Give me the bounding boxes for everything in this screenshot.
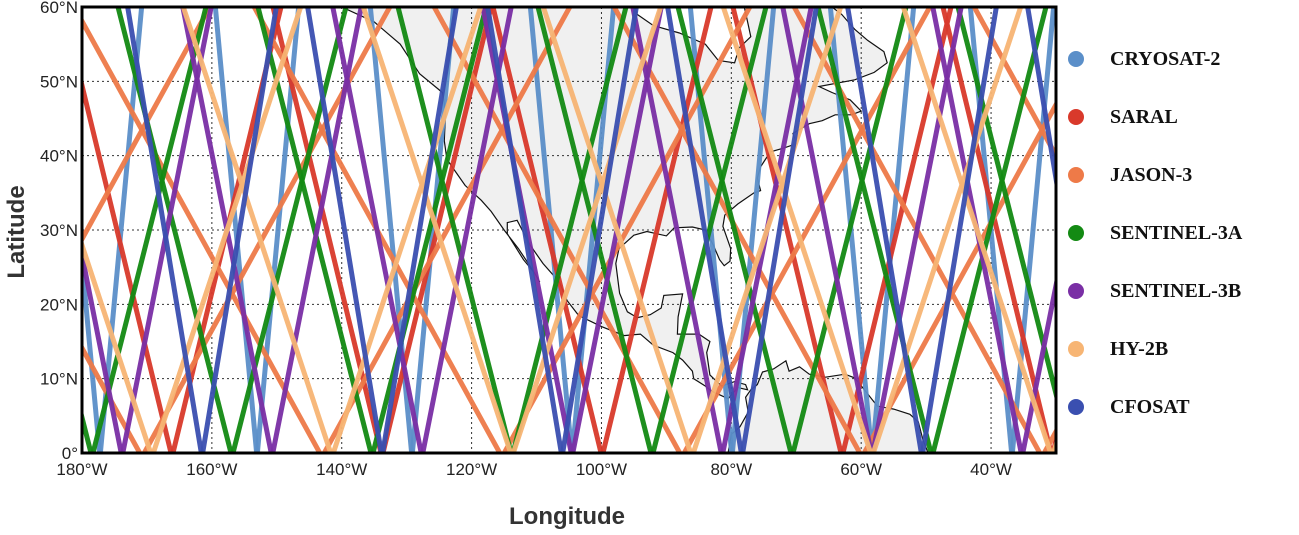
ground-track bbox=[690, 7, 844, 453]
ground-track bbox=[125, 7, 204, 453]
legend-marker bbox=[1068, 167, 1084, 183]
ground-track bbox=[920, 7, 999, 453]
ground-track bbox=[955, 7, 1056, 405]
ground-track bbox=[845, 7, 924, 453]
ground-track bbox=[1025, 7, 1056, 194]
legend-label: SENTINEL-3B bbox=[1110, 279, 1242, 302]
legend-label: HY-2B bbox=[1110, 337, 1169, 360]
legend-marker bbox=[1068, 399, 1084, 415]
ground-track bbox=[330, 7, 424, 453]
legend-label: SENTINEL-3A bbox=[1110, 221, 1243, 244]
ground-track bbox=[200, 7, 279, 453]
ground-track bbox=[321, 7, 573, 453]
ground-track bbox=[490, 7, 604, 453]
ground-track bbox=[431, 7, 683, 453]
ground-track bbox=[380, 7, 459, 453]
ground-track bbox=[82, 7, 213, 245]
ground-track bbox=[900, 7, 1054, 453]
legend-item: SENTINEL-3B bbox=[1068, 276, 1241, 306]
y-tick-label: 40°N bbox=[40, 147, 78, 166]
ground-track bbox=[395, 7, 514, 453]
ground-track bbox=[790, 7, 909, 453]
ground-track bbox=[869, 7, 917, 453]
y-tick-labels: 0° 10°N 20°N 30°N 40°N 50°N 60°N bbox=[40, 0, 78, 463]
x-tick-label: 80°W bbox=[710, 460, 752, 479]
ground-track bbox=[510, 7, 629, 453]
y-tick-label: 60°N bbox=[40, 0, 78, 17]
y-axis-title: Latitude bbox=[3, 185, 30, 278]
ground-track bbox=[840, 7, 954, 453]
legend-marker bbox=[1068, 341, 1084, 357]
legend-marker bbox=[1068, 51, 1084, 67]
ground-track bbox=[180, 7, 334, 453]
ground-track bbox=[720, 7, 874, 453]
x-tick-label: 160°W bbox=[186, 460, 237, 479]
legend-item: HY-2B bbox=[1068, 334, 1168, 364]
ground-track bbox=[870, 7, 1024, 453]
legend-marker bbox=[1068, 225, 1084, 241]
y-tick-label: 20°N bbox=[40, 295, 78, 314]
ground-track bbox=[82, 74, 174, 453]
y-tick-label: 10°N bbox=[40, 370, 78, 389]
map-frame bbox=[80, 5, 1058, 455]
ground-track bbox=[1020, 272, 1056, 453]
ground-track bbox=[665, 7, 744, 453]
legend-label: CRYOSAT-2 bbox=[1110, 47, 1221, 70]
ground-track bbox=[780, 7, 874, 453]
legend-item: SENTINEL-3A bbox=[1068, 218, 1242, 248]
legend-marker bbox=[1068, 283, 1084, 299]
x-axis-title: Longitude bbox=[509, 503, 625, 530]
ground-track bbox=[82, 237, 154, 453]
ground-track bbox=[485, 7, 564, 453]
ground-track bbox=[940, 7, 1054, 453]
ground-track bbox=[90, 7, 209, 453]
ground-track bbox=[150, 7, 304, 453]
ground-track bbox=[360, 7, 514, 453]
ground-track bbox=[527, 7, 575, 453]
ground-track bbox=[630, 7, 724, 453]
legend-label: SARAL bbox=[1110, 105, 1178, 128]
legend-marker bbox=[1068, 109, 1084, 125]
ground-track bbox=[82, 235, 103, 453]
x-tick-label: 140°W bbox=[316, 460, 367, 479]
legend-item: JASON-3 bbox=[1068, 160, 1192, 190]
legend-label: JASON-3 bbox=[1110, 163, 1193, 186]
ground-track bbox=[740, 7, 819, 453]
ground-track bbox=[510, 7, 664, 453]
x-tick-label: 120°W bbox=[446, 460, 497, 479]
ground-track bbox=[230, 7, 349, 453]
y-tick-label: 50°N bbox=[40, 72, 78, 91]
legend-item: SARAL bbox=[1068, 102, 1178, 132]
ground-track bbox=[540, 7, 694, 453]
ground-track bbox=[535, 7, 654, 453]
legend-item: CFOSAT bbox=[1068, 392, 1190, 422]
legend-label: CFOSAT bbox=[1110, 395, 1190, 418]
ground-track bbox=[330, 7, 484, 453]
x-tick-label: 60°W bbox=[840, 460, 882, 479]
x-tick-label: 100°W bbox=[576, 460, 627, 479]
legend-item: CRYOSAT-2 bbox=[1068, 44, 1220, 74]
y-tick-label: 30°N bbox=[40, 221, 78, 240]
ground-track bbox=[930, 7, 1049, 453]
ground-track bbox=[82, 15, 323, 453]
ground-track bbox=[370, 7, 489, 453]
ground-track bbox=[82, 242, 124, 453]
y-tick-label: 0° bbox=[62, 444, 78, 463]
x-tick-labels: 180°W 160°W 140°W 120°W 100°W 80°W 60°W 40°W bbox=[56, 460, 1012, 479]
ground-track bbox=[82, 342, 143, 453]
ground-track bbox=[305, 7, 384, 453]
ground-track bbox=[141, 7, 393, 453]
ground-track bbox=[815, 7, 934, 453]
satellite-tracks bbox=[82, 7, 1056, 453]
ground-track bbox=[501, 7, 753, 453]
ground-track bbox=[560, 7, 639, 453]
ground-track bbox=[675, 7, 794, 453]
x-tick-label: 40°W bbox=[970, 460, 1012, 479]
ground-track bbox=[971, 7, 1056, 161]
x-tick-label: 180°W bbox=[56, 460, 107, 479]
ground-track bbox=[1009, 7, 1056, 453]
